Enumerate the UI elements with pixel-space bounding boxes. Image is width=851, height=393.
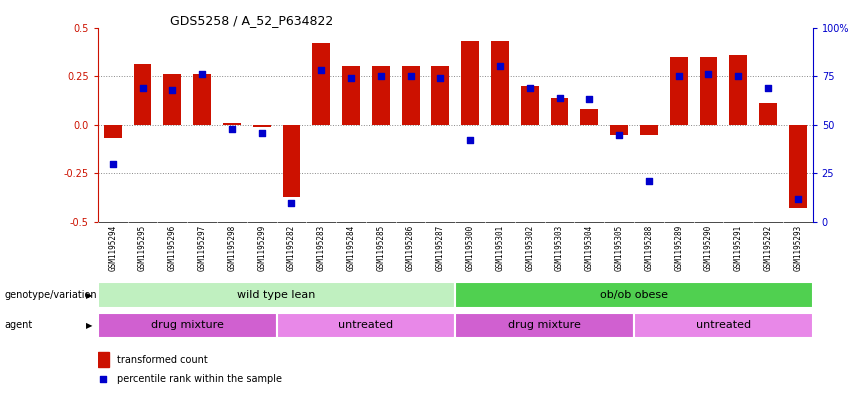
Text: drug mixture: drug mixture: [151, 320, 224, 331]
Point: [106, 160, 119, 167]
Bar: [253, 125, 271, 127]
Text: GSM1195304: GSM1195304: [585, 225, 594, 271]
Bar: [431, 66, 449, 125]
Point: [374, 73, 387, 79]
Point: [403, 73, 417, 79]
Text: GSM1195287: GSM1195287: [436, 225, 445, 271]
Bar: [104, 125, 122, 138]
Text: untreated: untreated: [696, 320, 751, 331]
Bar: [98, 282, 455, 308]
Point: [731, 73, 745, 79]
Text: GSM1195297: GSM1195297: [197, 225, 207, 271]
Bar: [634, 312, 813, 338]
Point: [136, 84, 150, 91]
Text: GSM1195284: GSM1195284: [346, 225, 356, 271]
Text: percentile rank within the sample: percentile rank within the sample: [117, 374, 282, 384]
Bar: [455, 312, 634, 338]
Bar: [580, 109, 598, 125]
Bar: [551, 97, 568, 125]
Text: GSM1195296: GSM1195296: [168, 225, 177, 271]
Point: [225, 125, 238, 132]
Bar: [193, 74, 211, 125]
Bar: [223, 123, 241, 125]
Bar: [491, 41, 509, 125]
Text: GSM1195286: GSM1195286: [406, 225, 415, 271]
Text: GSM1195289: GSM1195289: [674, 225, 683, 271]
Bar: [455, 282, 813, 308]
Bar: [163, 74, 181, 125]
Text: GSM1195302: GSM1195302: [525, 225, 534, 271]
Bar: [372, 66, 390, 125]
Point: [463, 137, 477, 143]
Text: GSM1195299: GSM1195299: [257, 225, 266, 271]
Point: [523, 84, 536, 91]
Text: agent: agent: [4, 320, 32, 331]
Bar: [277, 312, 455, 338]
Text: wild type lean: wild type lean: [237, 290, 316, 300]
Bar: [461, 41, 479, 125]
Text: GSM1195295: GSM1195295: [138, 225, 147, 271]
Point: [791, 196, 805, 202]
Text: genotype/variation: genotype/variation: [4, 290, 97, 300]
Bar: [342, 66, 360, 125]
Point: [672, 73, 686, 79]
Bar: [521, 86, 539, 125]
Point: [582, 96, 596, 103]
Text: transformed count: transformed count: [117, 354, 208, 365]
Point: [255, 129, 269, 136]
Text: GSM1195288: GSM1195288: [644, 225, 654, 271]
Text: untreated: untreated: [339, 320, 393, 331]
Text: GSM1195298: GSM1195298: [227, 225, 237, 271]
Text: GSM1195283: GSM1195283: [317, 225, 326, 271]
Point: [165, 86, 179, 93]
Point: [553, 94, 567, 101]
Text: ▶: ▶: [86, 321, 93, 330]
Bar: [729, 55, 747, 125]
Bar: [402, 66, 420, 125]
Text: GSM1195301: GSM1195301: [495, 225, 505, 271]
Text: GSM1195285: GSM1195285: [376, 225, 386, 271]
Point: [284, 199, 298, 206]
Text: GSM1195303: GSM1195303: [555, 225, 564, 271]
Bar: [759, 103, 777, 125]
Bar: [98, 312, 277, 338]
Point: [433, 75, 448, 81]
Text: GSM1195291: GSM1195291: [734, 225, 743, 271]
Point: [701, 71, 715, 77]
Bar: [134, 64, 151, 125]
Bar: [700, 57, 717, 125]
Point: [196, 71, 209, 77]
Point: [493, 63, 506, 70]
Text: GSM1195305: GSM1195305: [614, 225, 624, 271]
Point: [761, 84, 774, 91]
Text: ob/ob obese: ob/ob obese: [600, 290, 668, 300]
Text: GDS5258 / A_52_P634822: GDS5258 / A_52_P634822: [170, 14, 334, 27]
Text: GSM1195300: GSM1195300: [465, 225, 475, 271]
Point: [612, 131, 625, 138]
Point: [96, 376, 110, 382]
Text: drug mixture: drug mixture: [508, 320, 581, 331]
Bar: [640, 125, 658, 134]
Text: GSM1195292: GSM1195292: [763, 225, 773, 271]
Text: GSM1195290: GSM1195290: [704, 225, 713, 271]
Text: ▶: ▶: [86, 291, 93, 299]
Bar: [670, 57, 688, 125]
Point: [344, 75, 357, 81]
Text: GSM1195282: GSM1195282: [287, 225, 296, 271]
Bar: [789, 125, 807, 208]
Bar: [98, 352, 109, 367]
Text: GSM1195293: GSM1195293: [793, 225, 802, 271]
Bar: [610, 125, 628, 134]
Bar: [312, 43, 330, 125]
Text: GSM1195294: GSM1195294: [108, 225, 117, 271]
Point: [315, 67, 328, 73]
Point: [642, 178, 655, 184]
Bar: [283, 125, 300, 197]
